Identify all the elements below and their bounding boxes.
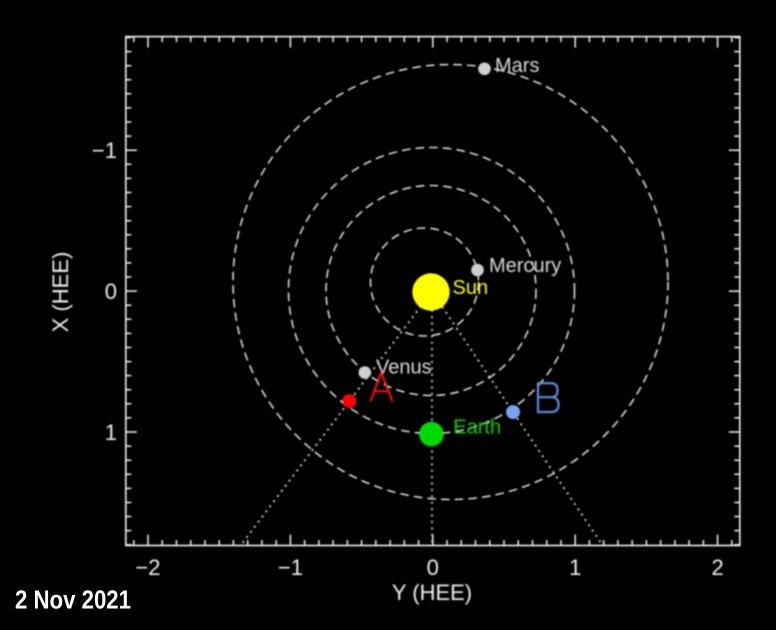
svg-text:0: 0: [427, 555, 439, 580]
svg-text:2 Nov 2021: 2 Nov 2021: [15, 585, 131, 615]
svg-text:−1: −1: [278, 555, 303, 580]
svg-text:X (HEE): X (HEE): [48, 252, 73, 333]
svg-text:1: 1: [569, 555, 581, 580]
svg-text:−2: −2: [135, 555, 160, 580]
svg-text:2: 2: [711, 555, 723, 580]
svg-text:0: 0: [105, 279, 117, 304]
svg-text:Mercury: Mercury: [489, 255, 561, 277]
svg-text:−1: −1: [92, 138, 117, 163]
svg-text:1: 1: [105, 420, 117, 445]
svg-text:Mars: Mars: [495, 55, 539, 77]
svg-text:Earth: Earth: [453, 416, 501, 438]
svg-text:Sun: Sun: [453, 277, 489, 299]
svg-text:Y (HEE): Y (HEE): [392, 580, 472, 605]
svg-text:Venus: Venus: [376, 356, 432, 378]
